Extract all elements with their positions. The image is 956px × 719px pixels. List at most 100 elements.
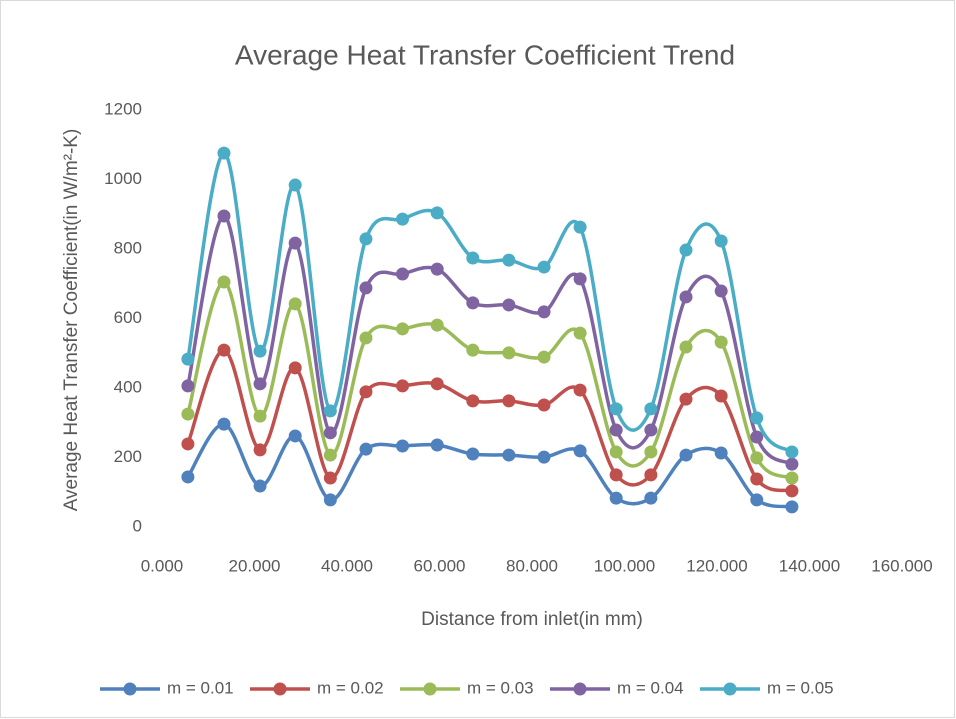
data-point — [181, 470, 195, 484]
data-point — [323, 426, 337, 440]
data-point — [785, 457, 799, 471]
data-point — [359, 385, 373, 399]
data-point — [679, 290, 693, 304]
data-point — [288, 297, 302, 311]
data-point — [430, 318, 444, 332]
data-point — [609, 445, 623, 459]
data-point — [396, 322, 409, 336]
data-point — [430, 262, 444, 276]
legend-marker — [573, 682, 587, 696]
x-tick-label: 140.000 — [779, 556, 840, 575]
data-point — [396, 439, 409, 453]
x-tick-label: 20.000 — [229, 556, 281, 575]
data-point — [573, 383, 587, 397]
data-point — [609, 491, 623, 505]
chart-title: Average Heat Transfer Coefficient Trend — [235, 39, 735, 70]
data-point — [573, 444, 587, 458]
legend-marker — [723, 682, 737, 696]
data-point — [323, 404, 337, 418]
data-point — [609, 468, 623, 482]
data-point — [750, 472, 764, 486]
data-point — [359, 442, 373, 456]
data-point — [359, 232, 373, 246]
data-point — [714, 284, 728, 298]
x-tick-label: 40.000 — [321, 556, 373, 575]
data-point — [573, 326, 587, 340]
x-tick-label: 120.000 — [686, 556, 747, 575]
data-point — [502, 298, 516, 312]
data-point — [537, 398, 551, 412]
data-point — [359, 331, 373, 345]
data-point — [359, 281, 373, 295]
data-point — [537, 350, 551, 364]
data-point — [253, 344, 267, 358]
data-point — [323, 448, 337, 462]
data-point — [750, 411, 764, 425]
data-point — [644, 491, 658, 505]
data-point — [466, 296, 480, 310]
data-point — [714, 335, 728, 349]
data-point — [573, 220, 587, 234]
y-tick-label: 800 — [114, 238, 142, 257]
data-point — [714, 234, 728, 248]
legend-marker — [123, 682, 137, 696]
data-point — [323, 471, 337, 485]
data-point — [644, 423, 658, 437]
data-point — [750, 430, 764, 444]
data-point — [714, 389, 728, 403]
data-point — [430, 206, 444, 220]
data-point — [253, 409, 267, 423]
data-point — [714, 446, 728, 460]
data-point — [396, 379, 409, 393]
legend-label: m = 0.05 — [767, 678, 834, 697]
data-point — [253, 479, 267, 493]
x-tick-label: 80.000 — [506, 556, 558, 575]
data-point — [502, 253, 516, 267]
data-point — [537, 305, 551, 319]
data-point — [181, 352, 195, 366]
data-point — [537, 260, 551, 274]
data-point — [288, 178, 302, 192]
data-point — [253, 377, 267, 391]
data-point — [573, 272, 587, 286]
data-point — [785, 500, 799, 514]
data-point — [644, 468, 658, 482]
x-tick-label: 160.000 — [871, 556, 932, 575]
data-point — [679, 340, 693, 354]
x-tick-label: 60.000 — [414, 556, 466, 575]
data-point — [679, 448, 693, 462]
y-tick-label: 0 — [133, 516, 142, 535]
data-point — [396, 267, 409, 281]
y-tick-label: 1000 — [104, 169, 142, 188]
y-axis-label: Average Heat Transfer Coefficient(in W/m… — [61, 129, 82, 512]
legend-marker — [273, 682, 287, 696]
data-point — [217, 146, 231, 160]
data-point — [609, 423, 623, 437]
x-tick-label: 0.000 — [141, 556, 184, 575]
y-tick-label: 600 — [114, 308, 142, 327]
legend-label: m = 0.04 — [617, 678, 684, 697]
legend-marker — [423, 682, 437, 696]
y-tick-label: 400 — [114, 377, 142, 396]
x-tick-label: 100.000 — [594, 556, 655, 575]
data-point — [644, 402, 658, 416]
data-point — [644, 445, 658, 459]
data-point — [466, 343, 480, 357]
data-point — [217, 343, 231, 357]
legend-label: m = 0.02 — [317, 678, 384, 697]
data-point — [750, 493, 764, 507]
data-point — [181, 407, 195, 421]
data-point — [396, 212, 409, 226]
data-point — [502, 448, 516, 462]
data-point — [537, 450, 551, 464]
data-point — [430, 438, 444, 452]
y-tick-label: 1200 — [104, 99, 142, 118]
data-point — [217, 209, 231, 223]
data-point — [217, 417, 231, 431]
data-point — [288, 236, 302, 250]
data-point — [181, 379, 195, 393]
data-point — [785, 445, 799, 459]
data-point — [288, 429, 302, 443]
